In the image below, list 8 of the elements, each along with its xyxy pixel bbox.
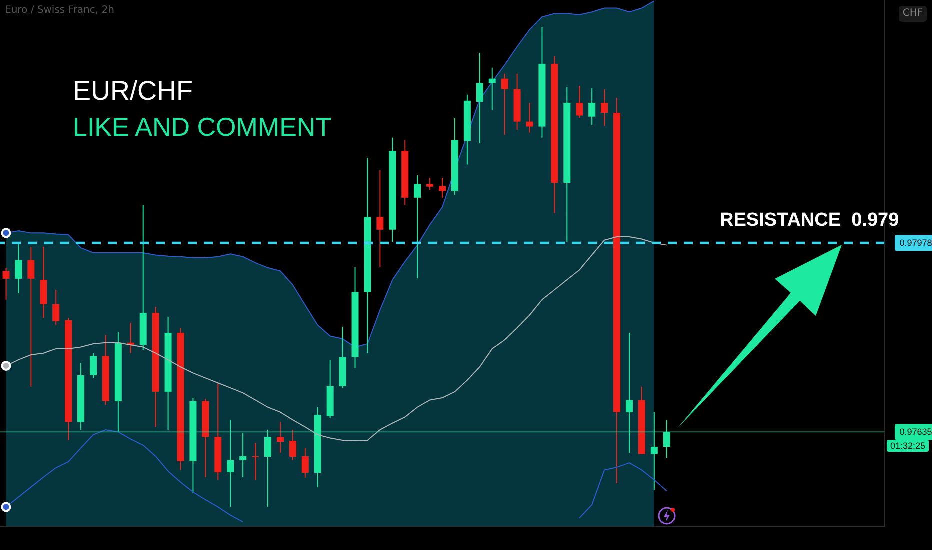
y-axis-title: CHF [899,6,927,22]
text: 01:32:25 [887,440,929,452]
annotation: Euro / Swiss Franc, 2h [5,5,114,16]
annotation: RESISTANCE 0.979 [720,210,900,232]
text: LIKE AND COMMENT [73,112,332,143]
text: EUR/CHF [73,76,193,107]
y-tick-label: 0.97978 [900,238,932,248]
y-tick-label: 0.97635 [900,427,932,438]
